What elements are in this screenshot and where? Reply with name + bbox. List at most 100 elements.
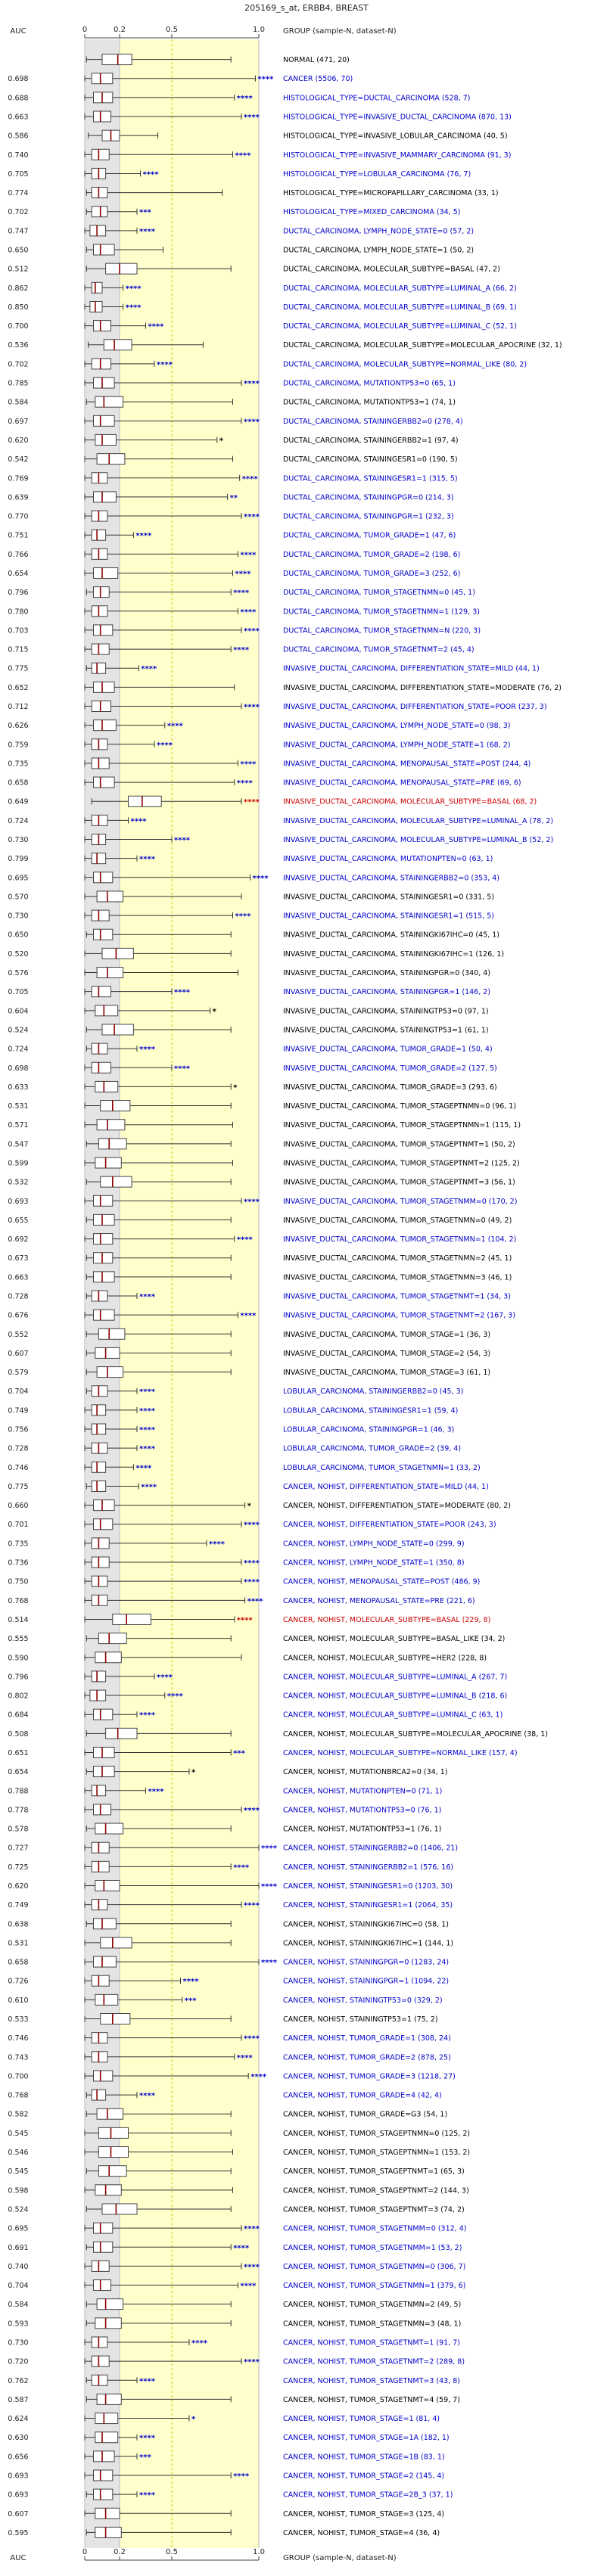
group-label: HISTOLOGICAL_TYPE=INVASIVE_DUCTAL_CARCIN… <box>283 113 512 122</box>
auc-value: 0.705 <box>8 988 28 996</box>
chart-row: 0.697 **** DUCTAL_CARCINOMA, STAININGERBB2… <box>8 415 463 427</box>
box <box>91 814 108 826</box>
box <box>91 1442 108 1454</box>
auc-value: 0.626 <box>8 722 28 730</box>
auc-value: 0.780 <box>8 607 28 616</box>
chart-row: 0.620 * DUCTAL_CARCINOMA, STAININGERBB2=1 … <box>8 433 459 446</box>
auc-value: 0.607 <box>8 1350 28 1358</box>
x-tick-label: 0.2 <box>114 26 126 34</box>
box <box>93 1746 115 1758</box>
chart-row: 0.770 **** DUCTAL_CARCINOMA, STAININGPGR=1… <box>8 510 454 522</box>
chart-row: 0.724 **** INVASIVE_DUCTAL_CARCINOMA, TUMO… <box>8 1043 493 1055</box>
group-label: INVASIVE_DUCTAL_CARCINOMA, TUMOR_STAGE=2… <box>283 1350 490 1358</box>
auc-value: 0.546 <box>8 2149 28 2157</box>
auc-value: 0.796 <box>8 589 28 597</box>
group-label: LOBULAR_CARCINOMA, STAININGERBB2=0 (45, … <box>283 1387 463 1396</box>
group-label: INVASIVE_DUCTAL_CARCINOMA, STAININGESR1=… <box>283 893 494 901</box>
chart-row: 0.704 **** CANCER, NOHIST, TUMOR_STAGETNMN… <box>8 2279 465 2292</box>
chart-row: 0.650 DUCTAL_CARCINOMA, LYMPH_NODE_STATE=… <box>8 244 474 256</box>
group-label: CANCER, NOHIST, TUMOR_STAGETNMN=3 (48, 1… <box>283 2320 461 2328</box>
significance-stars: *** <box>139 2453 151 2462</box>
group-label: CANCER, NOHIST, MENOPAUSAL_STATE=PRE (22… <box>283 1597 475 1605</box>
chart-row: 0.598 CANCER, NOHIST, TUMOR_STAGEPTNMT=2 … <box>8 2184 469 2196</box>
box <box>91 605 108 617</box>
significance-stars: **** <box>135 532 152 540</box>
auc-value: 0.693 <box>8 1198 28 1206</box>
group-label: CANCER, NOHIST, STAININGTP53=1 (75, 2) <box>283 2015 438 2024</box>
box <box>100 1937 132 1949</box>
auc-value: 0.595 <box>8 2529 28 2537</box>
chart-row: 0.673 INVASIVE_DUCTAL_CARCINOMA, TUMOR_ST… <box>8 1252 512 1264</box>
box <box>95 2526 122 2538</box>
chart-row: 0.862 **** DUCTAL_CARCINOMA, MOLECULAR_SUB… <box>8 281 517 294</box>
box <box>93 1252 114 1264</box>
chart-row: 0.750 **** CANCER, NOHIST, MENOPAUSAL_STAT… <box>8 1575 480 1587</box>
box <box>96 890 124 903</box>
group-label: CANCER, NOHIST, STAININGKI67IHC=1 (144, … <box>283 1939 453 1947</box>
box <box>93 928 114 940</box>
auc-value: 0.630 <box>8 2434 28 2442</box>
auc-value: 0.700 <box>8 322 28 331</box>
auc-value: 0.512 <box>8 266 28 274</box>
box <box>96 453 126 465</box>
box <box>91 1975 110 1987</box>
box <box>91 1594 108 1606</box>
auc-value: 0.508 <box>8 1730 28 1739</box>
chart-row: 0.702 **** DUCTAL_CARCINOMA, MOLECULAR_SUB… <box>8 358 527 370</box>
group-label: INVASIVE_DUCTAL_CARCINOMA, LYMPH_NODE_ST… <box>283 741 510 749</box>
significance-stars: **** <box>139 228 156 236</box>
auc-value: 0.724 <box>8 817 28 825</box>
group-label: DUCTAL_CARCINOMA, STAININGERBB2=0 (278, … <box>283 418 463 426</box>
auc-value: 0.652 <box>8 684 28 692</box>
group-label: DUCTAL_CARCINOMA, MOLECULAR_SUBTYPE=NORM… <box>283 360 527 368</box>
auc-value: 0.715 <box>8 646 28 654</box>
significance-stars: **** <box>139 1388 156 1397</box>
group-label: INVASIVE_DUCTAL_CARCINOMA, MOLECULAR_SUB… <box>283 817 553 825</box>
significance-stars: **** <box>244 113 260 122</box>
chart-row: 0.796 **** DUCTAL_CARCINOMA, TUMOR_STAGETN… <box>8 586 475 598</box>
auc-value: 0.740 <box>8 151 28 160</box>
box <box>91 529 107 541</box>
chart-row: 0.759 **** INVASIVE_DUCTAL_CARCINOMA, LYMP… <box>8 738 510 750</box>
box <box>91 643 110 655</box>
chart-row: 0.730 **** INVASIVE_DUCTAL_CARCINOMA, STAI… <box>8 909 494 921</box>
significance-stars: **** <box>135 1464 152 1472</box>
significance-stars: * <box>247 1502 252 1511</box>
box <box>91 986 111 998</box>
box <box>95 1005 119 1017</box>
group-label: INVASIVE_DUCTAL_CARCINOMA, STAININGERBB2… <box>283 874 499 882</box>
group-label: CANCER, NOHIST, DIFFERENTIATION_STATE=MO… <box>283 1502 511 1510</box>
chart-row: 0.693 **** CANCER, NOHIST, TUMOR_STAGE=2 (… <box>8 2469 444 2481</box>
auc-value: 0.775 <box>8 1483 28 1491</box>
group-label: INVASIVE_DUCTAL_CARCINOMA, TUMOR_STAGEPT… <box>283 1102 516 1111</box>
significance-stars: **** <box>167 722 184 731</box>
auc-value: 0.743 <box>8 2053 28 2062</box>
group-label: HISTOLOGICAL_TYPE=MICROPAPILLARY_CARCINO… <box>283 189 499 197</box>
auc-value: 0.654 <box>8 1768 28 1776</box>
chart-row: 0.514 **** CANCER, NOHIST, MOLECULAR_SUBTY… <box>8 1613 490 1625</box>
box <box>101 1024 134 1036</box>
auc-value: 0.774 <box>8 189 28 197</box>
auc-value: 0.799 <box>8 855 28 863</box>
significance-stars: **** <box>139 1426 156 1434</box>
chart-row: 0.751 **** DUCTAL_CARCINOMA, TUMOR_GRADE=1… <box>8 529 456 541</box>
chart-row: 0.796 **** CANCER, NOHIST, MOLECULAR_SUBTY… <box>8 1670 507 1683</box>
box <box>93 491 117 503</box>
auc-value: 0.700 <box>8 2072 28 2080</box>
group-label: CANCER, NOHIST, TUMOR_STAGEPTNMT=3 (74, … <box>283 2205 465 2214</box>
box <box>93 1766 115 1778</box>
chart-row: 0.756 **** LOBULAR_CARCINOMA, STAININGPGR=… <box>8 1423 454 1435</box>
chart-row: 0.654 **** DUCTAL_CARCINOMA, TUMOR_GRADE=3… <box>8 567 460 579</box>
box <box>91 1785 107 1797</box>
auc-value: 0.587 <box>8 2396 28 2404</box>
group-label: INVASIVE_DUCTAL_CARCINOMA, MENOPAUSAL_ST… <box>283 760 531 768</box>
significance-stars: **** <box>237 95 254 103</box>
auc-column-header: AUC <box>10 27 26 36</box>
box <box>91 548 108 560</box>
chart-row: 0.584 DUCTAL_CARCINOMA, MUTATIONTP53=1 (7… <box>8 396 456 408</box>
box <box>91 206 108 218</box>
group-label: DUCTAL_CARCINOMA, TUMOR_STAGETNMN=0 (45,… <box>283 589 475 597</box>
chart-row: 0.715 **** DUCTAL_CARCINOMA, TUMOR_STAGETN… <box>8 643 475 655</box>
significance-stars: **** <box>244 1521 260 1530</box>
box <box>105 263 138 275</box>
